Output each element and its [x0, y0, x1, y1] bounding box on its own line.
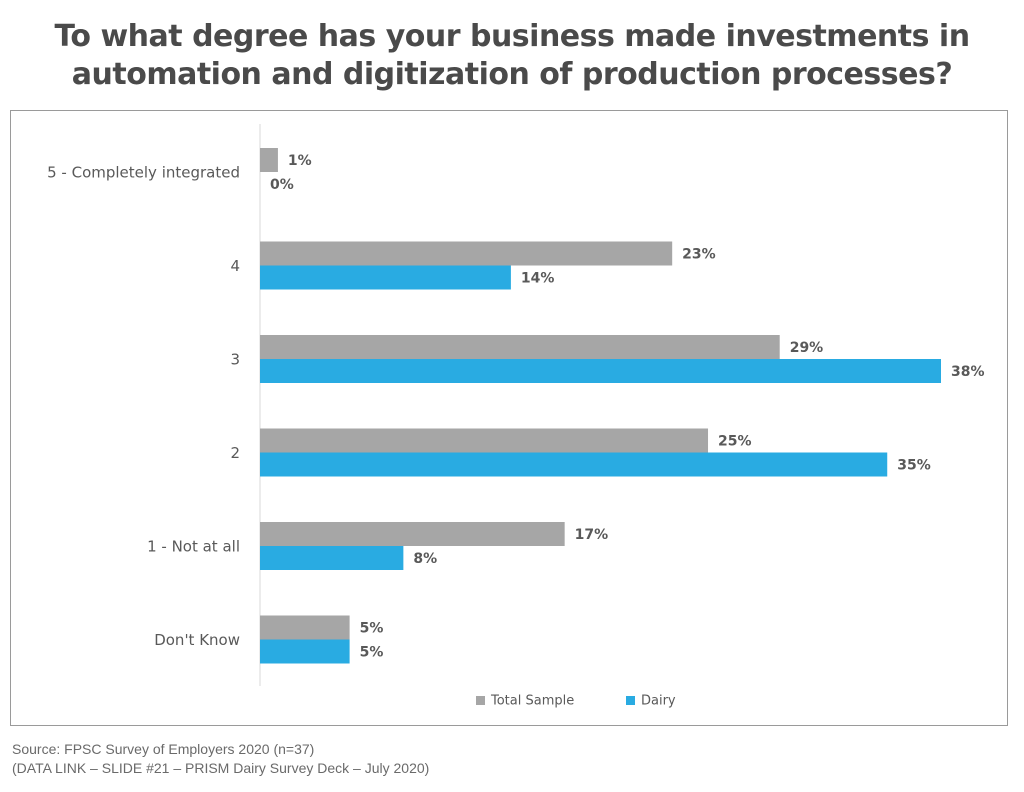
bar-dairy-2	[260, 452, 888, 477]
category-label-5-completely-integrated: 5 - Completely integrated	[47, 164, 240, 182]
bar-total-sample-2	[260, 428, 709, 453]
legend-swatch-total-sample	[476, 696, 485, 705]
chart-title-line-1: To what degree has your business made in…	[54, 19, 970, 54]
category-label-1-not-at-all: 1 - Not at all	[147, 538, 240, 556]
category-label-2: 2	[230, 444, 240, 462]
bar-total-sample-1-not-at-all	[260, 522, 565, 546]
bar-total-sample-4	[260, 241, 673, 266]
bar-dairy-1-not-at-all	[260, 546, 404, 570]
legend-swatch-dairy	[626, 696, 635, 705]
bar-total-sample-don-t-know	[260, 615, 350, 640]
data-label-dairy-5-completely-integrated: 0%	[270, 177, 294, 193]
data-label-total-sample-3: 29%	[790, 340, 824, 356]
data-label-total-sample-don-t-know: 5%	[360, 621, 384, 637]
chart-title: To what degree has your business made in…	[0, 18, 1024, 94]
data-label-dairy-2: 35%	[897, 458, 931, 474]
source-note: Source: FPSC Survey of Employers 2020 (n…	[12, 740, 429, 778]
bar-dairy-4	[260, 265, 511, 290]
category-label-don-t-know: Don't Know	[154, 631, 240, 649]
bar-chart: 5 - Completely integrated 1% 0% 4 23% 14% 3 29%…	[47, 124, 985, 709]
chart-title-line-2: automation and digitization of productio…	[71, 57, 953, 92]
data-label-total-sample-2: 25%	[718, 434, 752, 450]
data-label-dairy-1-not-at-all: 8%	[413, 551, 437, 567]
data-label-dairy-don-t-know: 5%	[360, 645, 384, 661]
category-label-4: 4	[230, 257, 240, 275]
chart-frame	[10, 110, 1008, 726]
bar-total-sample-5-completely-integrated	[260, 148, 278, 172]
source-line-2: (DATA LINK – SLIDE #21 – PRISM Dairy Sur…	[12, 760, 430, 776]
legend-label-dairy: Dairy	[641, 694, 676, 709]
data-label-dairy-3: 38%	[951, 364, 985, 380]
source-line-1: Source: FPSC Survey of Employers 2020 (n…	[12, 741, 315, 757]
bar-dairy-don-t-know	[260, 639, 350, 664]
category-label-3: 3	[230, 351, 240, 369]
legend-label-total-sample: Total Sample	[490, 694, 574, 709]
bar-total-sample-3	[260, 335, 780, 359]
data-label-total-sample-5-completely-integrated: 1%	[288, 153, 312, 169]
data-label-total-sample-1-not-at-all: 17%	[575, 527, 609, 543]
bar-dairy-3	[260, 359, 941, 383]
data-label-dairy-4: 14%	[521, 271, 555, 287]
data-label-total-sample-4: 23%	[682, 247, 716, 263]
